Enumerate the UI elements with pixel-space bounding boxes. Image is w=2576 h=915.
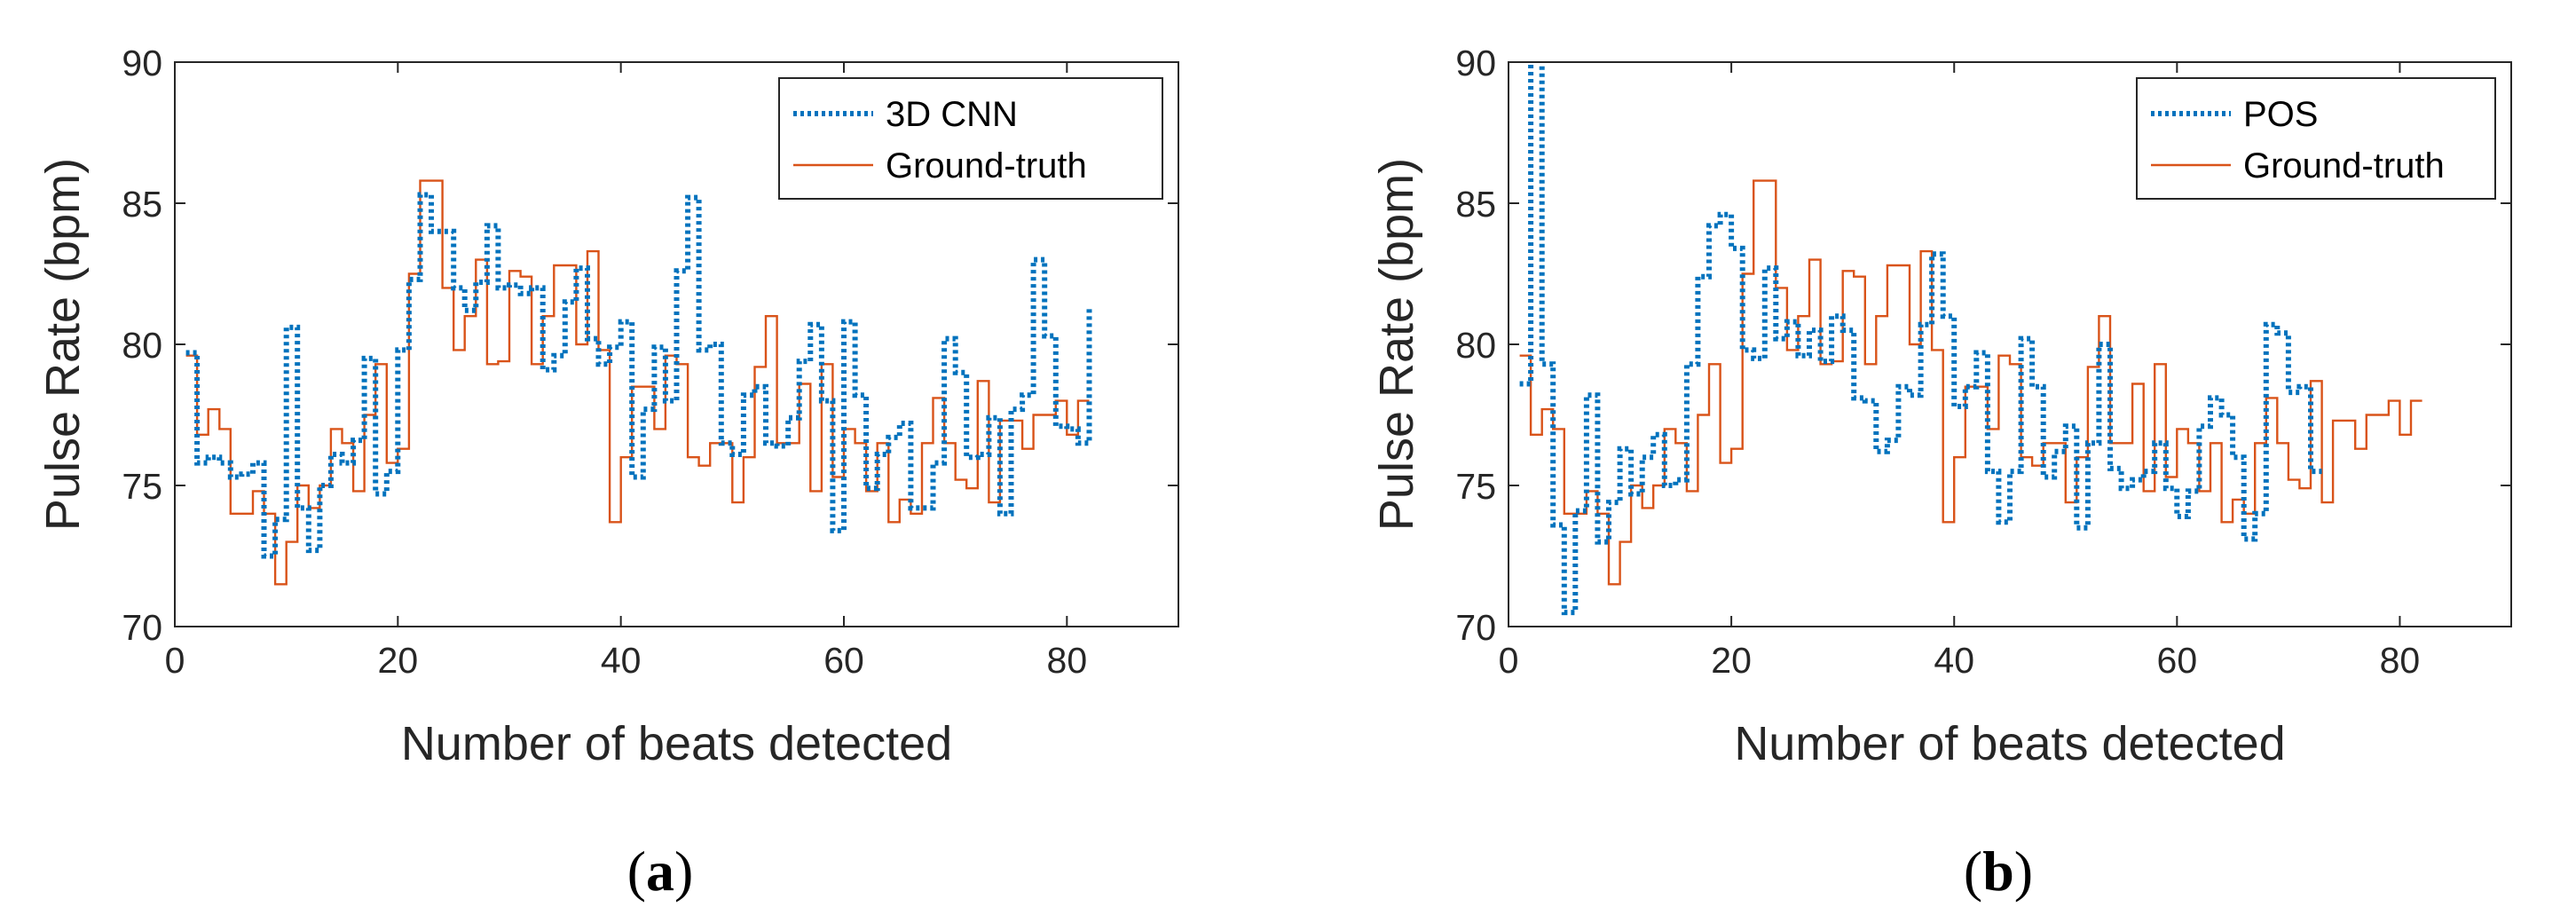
legend-box: [2136, 77, 2496, 200]
legend-box: [778, 77, 1163, 200]
y-axis-label: Pulse Rate (bpm): [1370, 158, 1423, 531]
y-tick-label: 90: [122, 43, 162, 83]
legend-label: 3D CNN: [886, 95, 1018, 134]
x-tick-label: 0: [165, 640, 185, 681]
y-tick-label: 75: [1455, 466, 1496, 507]
x-axis-label: Number of beats detected: [1734, 717, 2285, 770]
series-group: [185, 179, 1092, 586]
legend-label: Ground-truth: [2243, 146, 2445, 185]
caption-close-paren: ): [674, 840, 693, 903]
legend: 3D CNN Ground-truth: [778, 77, 1163, 200]
y-tick-label: 80: [1455, 325, 1496, 366]
y-axis-label: Pulse Rate (bpm): [36, 158, 90, 531]
series-line-3d-cnn: [185, 192, 1092, 559]
x-tick-label: 60: [2157, 640, 2198, 681]
caption-letter: a: [646, 840, 674, 903]
panel-caption: (b): [1964, 840, 2033, 903]
y-tick-label: 90: [1455, 43, 1496, 83]
series-line-ground-truth: [1519, 179, 2422, 586]
y-tick-label: 75: [122, 466, 162, 507]
panel-a: 0 20 40 60 80 70 75 80 85 90 Number of beats detec…: [36, 43, 1179, 903]
x-tick-label: 20: [1711, 640, 1752, 681]
legend-label: Ground-truth: [886, 146, 1087, 185]
legend: POS Ground-truth: [2136, 77, 2496, 200]
y-tick-label: 85: [122, 184, 162, 225]
x-tick-label: 20: [378, 640, 419, 681]
x-tick-label: 60: [823, 640, 864, 681]
y-tick-label: 85: [1455, 184, 1496, 225]
caption-open-paren: (: [627, 840, 646, 903]
x-axis-label: Number of beats detected: [401, 717, 952, 770]
x-tick-label: 0: [1499, 640, 1519, 681]
x-tick-label: 80: [2380, 640, 2421, 681]
caption-open-paren: (: [1964, 840, 1982, 903]
legend-label: POS: [2243, 95, 2318, 134]
panel-b: 0 20 40 60 80 70 75 80 85 90 Number of beats detec…: [1370, 43, 2512, 903]
caption-letter: b: [1982, 840, 2014, 903]
series-group: [1519, 62, 2422, 616]
y-tick-label: 70: [1455, 607, 1496, 648]
x-tick-label: 80: [1047, 640, 1088, 681]
x-tick-label: 40: [601, 640, 642, 681]
panel-caption: (a): [627, 840, 694, 903]
y-tick-label: 70: [122, 607, 162, 648]
caption-close-paren: ): [2014, 840, 2033, 903]
series-line-pos: [1519, 62, 2322, 616]
x-tick-label: 40: [1934, 640, 1974, 681]
y-tick-label: 80: [122, 325, 162, 366]
